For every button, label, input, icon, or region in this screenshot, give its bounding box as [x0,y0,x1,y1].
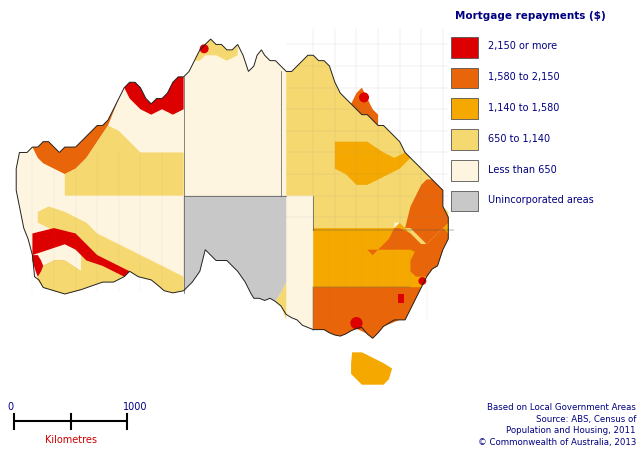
Text: 1,580 to 2,150: 1,580 to 2,150 [488,72,559,82]
Polygon shape [313,288,421,339]
Polygon shape [313,288,421,335]
Text: Less than 650: Less than 650 [488,164,557,174]
Polygon shape [38,261,81,295]
FancyBboxPatch shape [451,99,478,120]
Polygon shape [397,295,404,303]
Polygon shape [65,126,183,196]
FancyBboxPatch shape [451,191,478,212]
Text: Unincorporated areas: Unincorporated areas [488,195,593,205]
Text: 0: 0 [8,401,13,411]
Polygon shape [183,196,286,302]
Polygon shape [33,229,130,277]
Text: 1,140 to 1,580: 1,140 to 1,580 [488,103,559,113]
Polygon shape [183,40,286,196]
Polygon shape [286,56,449,245]
Polygon shape [33,256,43,277]
Polygon shape [124,78,183,115]
Polygon shape [410,229,449,277]
Text: Kilometres: Kilometres [45,434,96,445]
Circle shape [351,318,362,329]
Text: 2,150 or more: 2,150 or more [488,41,557,51]
Circle shape [201,46,208,53]
Text: 650 to 1,140: 650 to 1,140 [488,133,550,143]
FancyBboxPatch shape [451,161,478,181]
Circle shape [419,278,426,285]
Polygon shape [335,143,410,185]
FancyBboxPatch shape [451,69,478,89]
Polygon shape [405,180,449,245]
Polygon shape [33,83,130,175]
Polygon shape [367,229,432,256]
Polygon shape [351,353,392,385]
Polygon shape [275,282,286,320]
Text: 1000: 1000 [123,401,147,411]
FancyBboxPatch shape [451,130,478,151]
Text: Mortgage repayments ($): Mortgage repayments ($) [455,11,606,21]
Polygon shape [194,40,238,61]
FancyBboxPatch shape [451,37,478,58]
Polygon shape [351,88,378,126]
Polygon shape [38,207,183,295]
Text: Based on Local Government Areas
Source: ABS, Census of
Population and Housing, 2: Based on Local Government Areas Source: … [477,402,636,446]
Polygon shape [313,196,449,339]
Polygon shape [16,40,449,339]
Polygon shape [16,78,183,295]
Circle shape [360,94,368,102]
